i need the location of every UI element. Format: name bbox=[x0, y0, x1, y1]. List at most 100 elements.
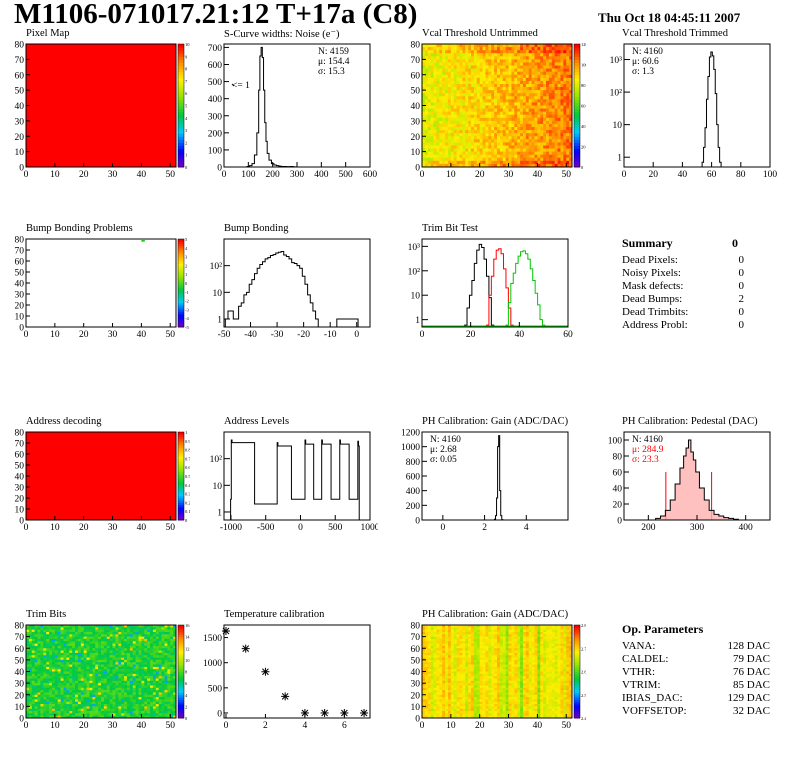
trim-bits-chart: 0 10 20 30 40 5001020304050607080024681012141… bbox=[15, 622, 191, 732]
heatmap-cell bbox=[499, 154, 504, 159]
heatmap-cell bbox=[557, 127, 561, 131]
heatmap-cell bbox=[167, 634, 171, 637]
heatmap-cell bbox=[103, 664, 108, 668]
heatmap-cell bbox=[488, 68, 492, 72]
heatmap-cell bbox=[439, 151, 443, 155]
heatmap-cell bbox=[144, 680, 148, 684]
heatmap-cell bbox=[164, 711, 168, 714]
heatmap-cell bbox=[528, 120, 532, 125]
heatmap-cell bbox=[129, 708, 134, 712]
heatmap-cell bbox=[499, 108, 504, 112]
heatmap-cell bbox=[485, 111, 489, 116]
heatmap-cells bbox=[26, 432, 176, 520]
heatmap-cell bbox=[468, 90, 472, 94]
heatmap-cell bbox=[502, 111, 506, 116]
heatmap-cell bbox=[540, 96, 544, 100]
heatmap-cell bbox=[83, 678, 87, 682]
color-bar-segment bbox=[178, 484, 184, 488]
heatmap-cell bbox=[540, 133, 544, 137]
heatmap-cell bbox=[124, 666, 128, 670]
heatmap-cell bbox=[98, 669, 102, 672]
heatmap-cell bbox=[424, 114, 429, 119]
heatmap-cell bbox=[152, 655, 157, 658]
heatmap-cell bbox=[92, 641, 96, 644]
heatmap-cell bbox=[89, 687, 93, 691]
heatmap-cell bbox=[488, 136, 492, 140]
heatmap-cell bbox=[531, 114, 535, 119]
heatmap-cell bbox=[502, 44, 506, 48]
heatmap-cell bbox=[75, 664, 79, 668]
heatmap-cell bbox=[66, 638, 70, 642]
heatmap-cell bbox=[109, 625, 113, 628]
heatmap-cell bbox=[164, 629, 168, 633]
heatmap-cell bbox=[473, 68, 478, 72]
heatmap-cell bbox=[161, 687, 165, 691]
heatmap-cell bbox=[491, 142, 495, 146]
heatmap-cell bbox=[103, 645, 108, 649]
heatmap-cell bbox=[548, 145, 553, 149]
heatmap-cell bbox=[28, 673, 33, 677]
heatmap-cell bbox=[520, 151, 524, 155]
color-bar-segment bbox=[178, 50, 184, 54]
heatmap-cell bbox=[424, 50, 429, 54]
heatmap-cell bbox=[468, 123, 472, 128]
heatmap-cell bbox=[132, 664, 136, 668]
x-tick-label: 400 bbox=[314, 170, 329, 180]
heatmap-cell bbox=[543, 139, 547, 143]
heatmap-cell bbox=[479, 145, 483, 149]
heatmap-cell bbox=[462, 111, 466, 116]
heatmap-cell bbox=[551, 139, 555, 143]
heatmap-cell bbox=[170, 641, 174, 644]
heatmap-cell bbox=[144, 715, 148, 719]
heatmap-cell bbox=[563, 96, 567, 100]
heatmap-cell bbox=[566, 114, 570, 119]
heatmap-cell bbox=[63, 706, 67, 709]
heatmap-cell bbox=[101, 627, 105, 630]
color-bar-label: 2 bbox=[185, 140, 187, 145]
heatmap-cell bbox=[147, 669, 151, 672]
heatmap-cell bbox=[557, 145, 561, 149]
heatmap-cell bbox=[173, 650, 177, 654]
heatmap-cell bbox=[40, 694, 44, 698]
heatmap-cell bbox=[468, 625, 472, 628]
heatmap-cell bbox=[459, 65, 463, 69]
heatmap-cell bbox=[439, 62, 443, 66]
heatmap-cell bbox=[46, 666, 50, 670]
heatmap-cell bbox=[473, 136, 478, 140]
heatmap-cell bbox=[462, 154, 466, 159]
heatmap-cell bbox=[144, 690, 148, 693]
heatmap-cell bbox=[569, 68, 573, 72]
x-tick-label: 30 bbox=[108, 330, 118, 340]
color-bar-segment bbox=[178, 263, 184, 266]
heatmap-cell bbox=[161, 634, 165, 637]
heatmap-cell bbox=[138, 680, 142, 684]
heatmap-cell bbox=[422, 157, 426, 162]
y-tick-label: 300 bbox=[208, 112, 223, 122]
heatmap-cell bbox=[26, 627, 30, 630]
heatmap-cell bbox=[77, 634, 82, 637]
heatmap-cell bbox=[43, 669, 47, 672]
heatmap-cell bbox=[112, 659, 116, 663]
heatmap-cell bbox=[517, 117, 521, 122]
heatmap-cell bbox=[537, 111, 541, 116]
heatmap-cell bbox=[453, 65, 457, 69]
heatmap-cell bbox=[132, 711, 136, 714]
y-tick-label: 100 bbox=[608, 437, 623, 447]
heatmap-cell bbox=[442, 625, 446, 628]
heatmap-cell bbox=[132, 655, 136, 658]
heatmap-cell bbox=[121, 657, 125, 661]
heatmap-cell bbox=[494, 123, 498, 128]
heatmap-cell bbox=[66, 669, 70, 672]
heatmap-cell bbox=[546, 62, 550, 66]
heatmap-cell bbox=[468, 157, 472, 162]
heatmap-cell bbox=[173, 708, 177, 712]
heatmap-cell bbox=[80, 699, 84, 703]
stat-line: μ: 284.9 bbox=[632, 445, 664, 455]
heatmap-cell bbox=[447, 157, 452, 162]
heatmap-cell bbox=[46, 673, 50, 677]
heatmap-cell bbox=[164, 704, 168, 707]
color-bar-segment bbox=[178, 636, 184, 640]
heatmap-cell bbox=[132, 706, 136, 709]
heatmap-cell bbox=[28, 666, 33, 670]
heatmap-cell bbox=[456, 627, 460, 630]
